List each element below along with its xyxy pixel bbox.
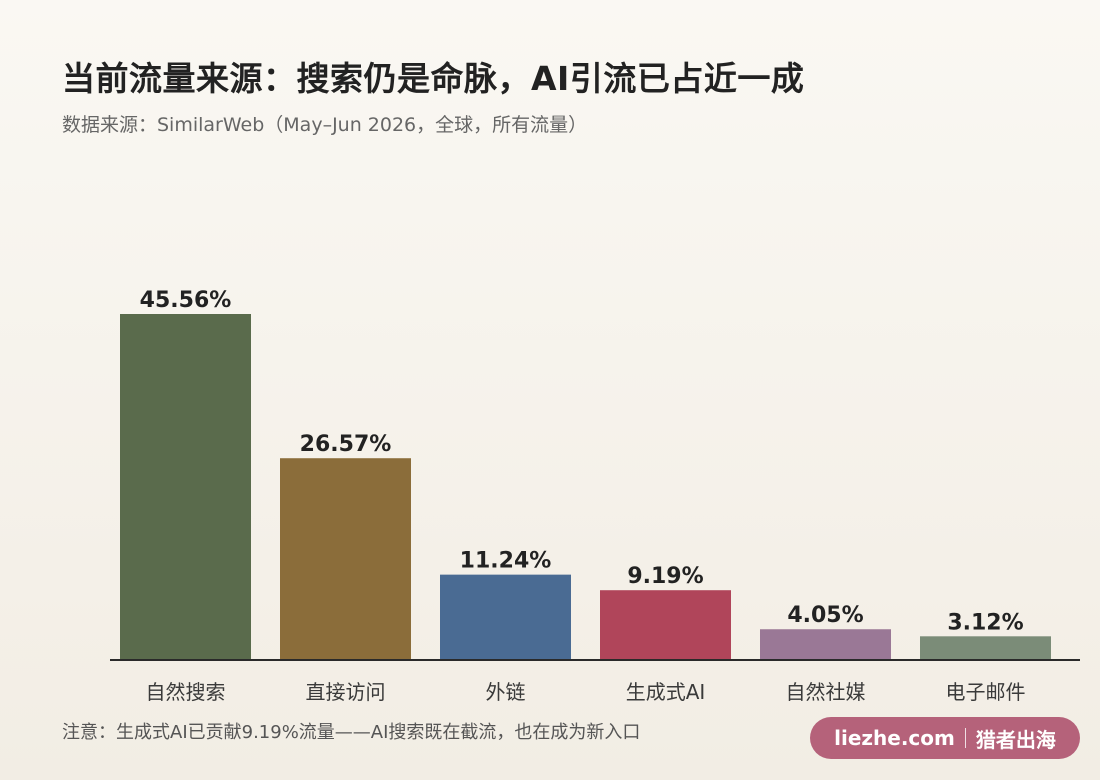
footnote: 注意：生成式AI已贡献9.19%流量——AI搜索既在截流，也在成为新入口 [62,722,641,743]
brand-site: liezhe.com [834,726,955,750]
value-label-6: 3.12% [947,610,1023,635]
bar-5 [760,629,891,660]
value-label-4: 9.19% [627,564,703,589]
category-label-3: 外链 [486,680,526,704]
chart-subtitle: 数据来源：SimilarWeb（May–Jun 2026，全球，所有流量） [62,114,588,136]
category-label-2: 直接访问 [306,680,386,704]
category-label-6: 电子邮件 [946,680,1026,704]
category-label-4: 生成式AI [626,680,706,704]
value-label-3: 11.24% [460,549,552,574]
bar-1 [120,314,251,660]
value-label-5: 4.05% [787,603,863,628]
category-label-1: 自然搜索 [146,680,226,704]
bar-6 [920,636,1051,660]
value-label-2: 26.57% [300,432,392,457]
brand-divider [964,728,966,748]
value-label-1: 45.56% [140,288,232,313]
brand-badge[interactable]: liezhe.com 猎者出海 [810,717,1080,759]
bar-2 [280,458,411,660]
brand-name: 猎者出海 [975,727,1056,752]
bar-3 [440,574,571,660]
chart-title: 当前流量来源：搜索仍是命脉，AI引流已占近一成 [62,59,805,98]
bar-4 [600,590,731,660]
category-label-5: 自然社媒 [786,680,866,704]
